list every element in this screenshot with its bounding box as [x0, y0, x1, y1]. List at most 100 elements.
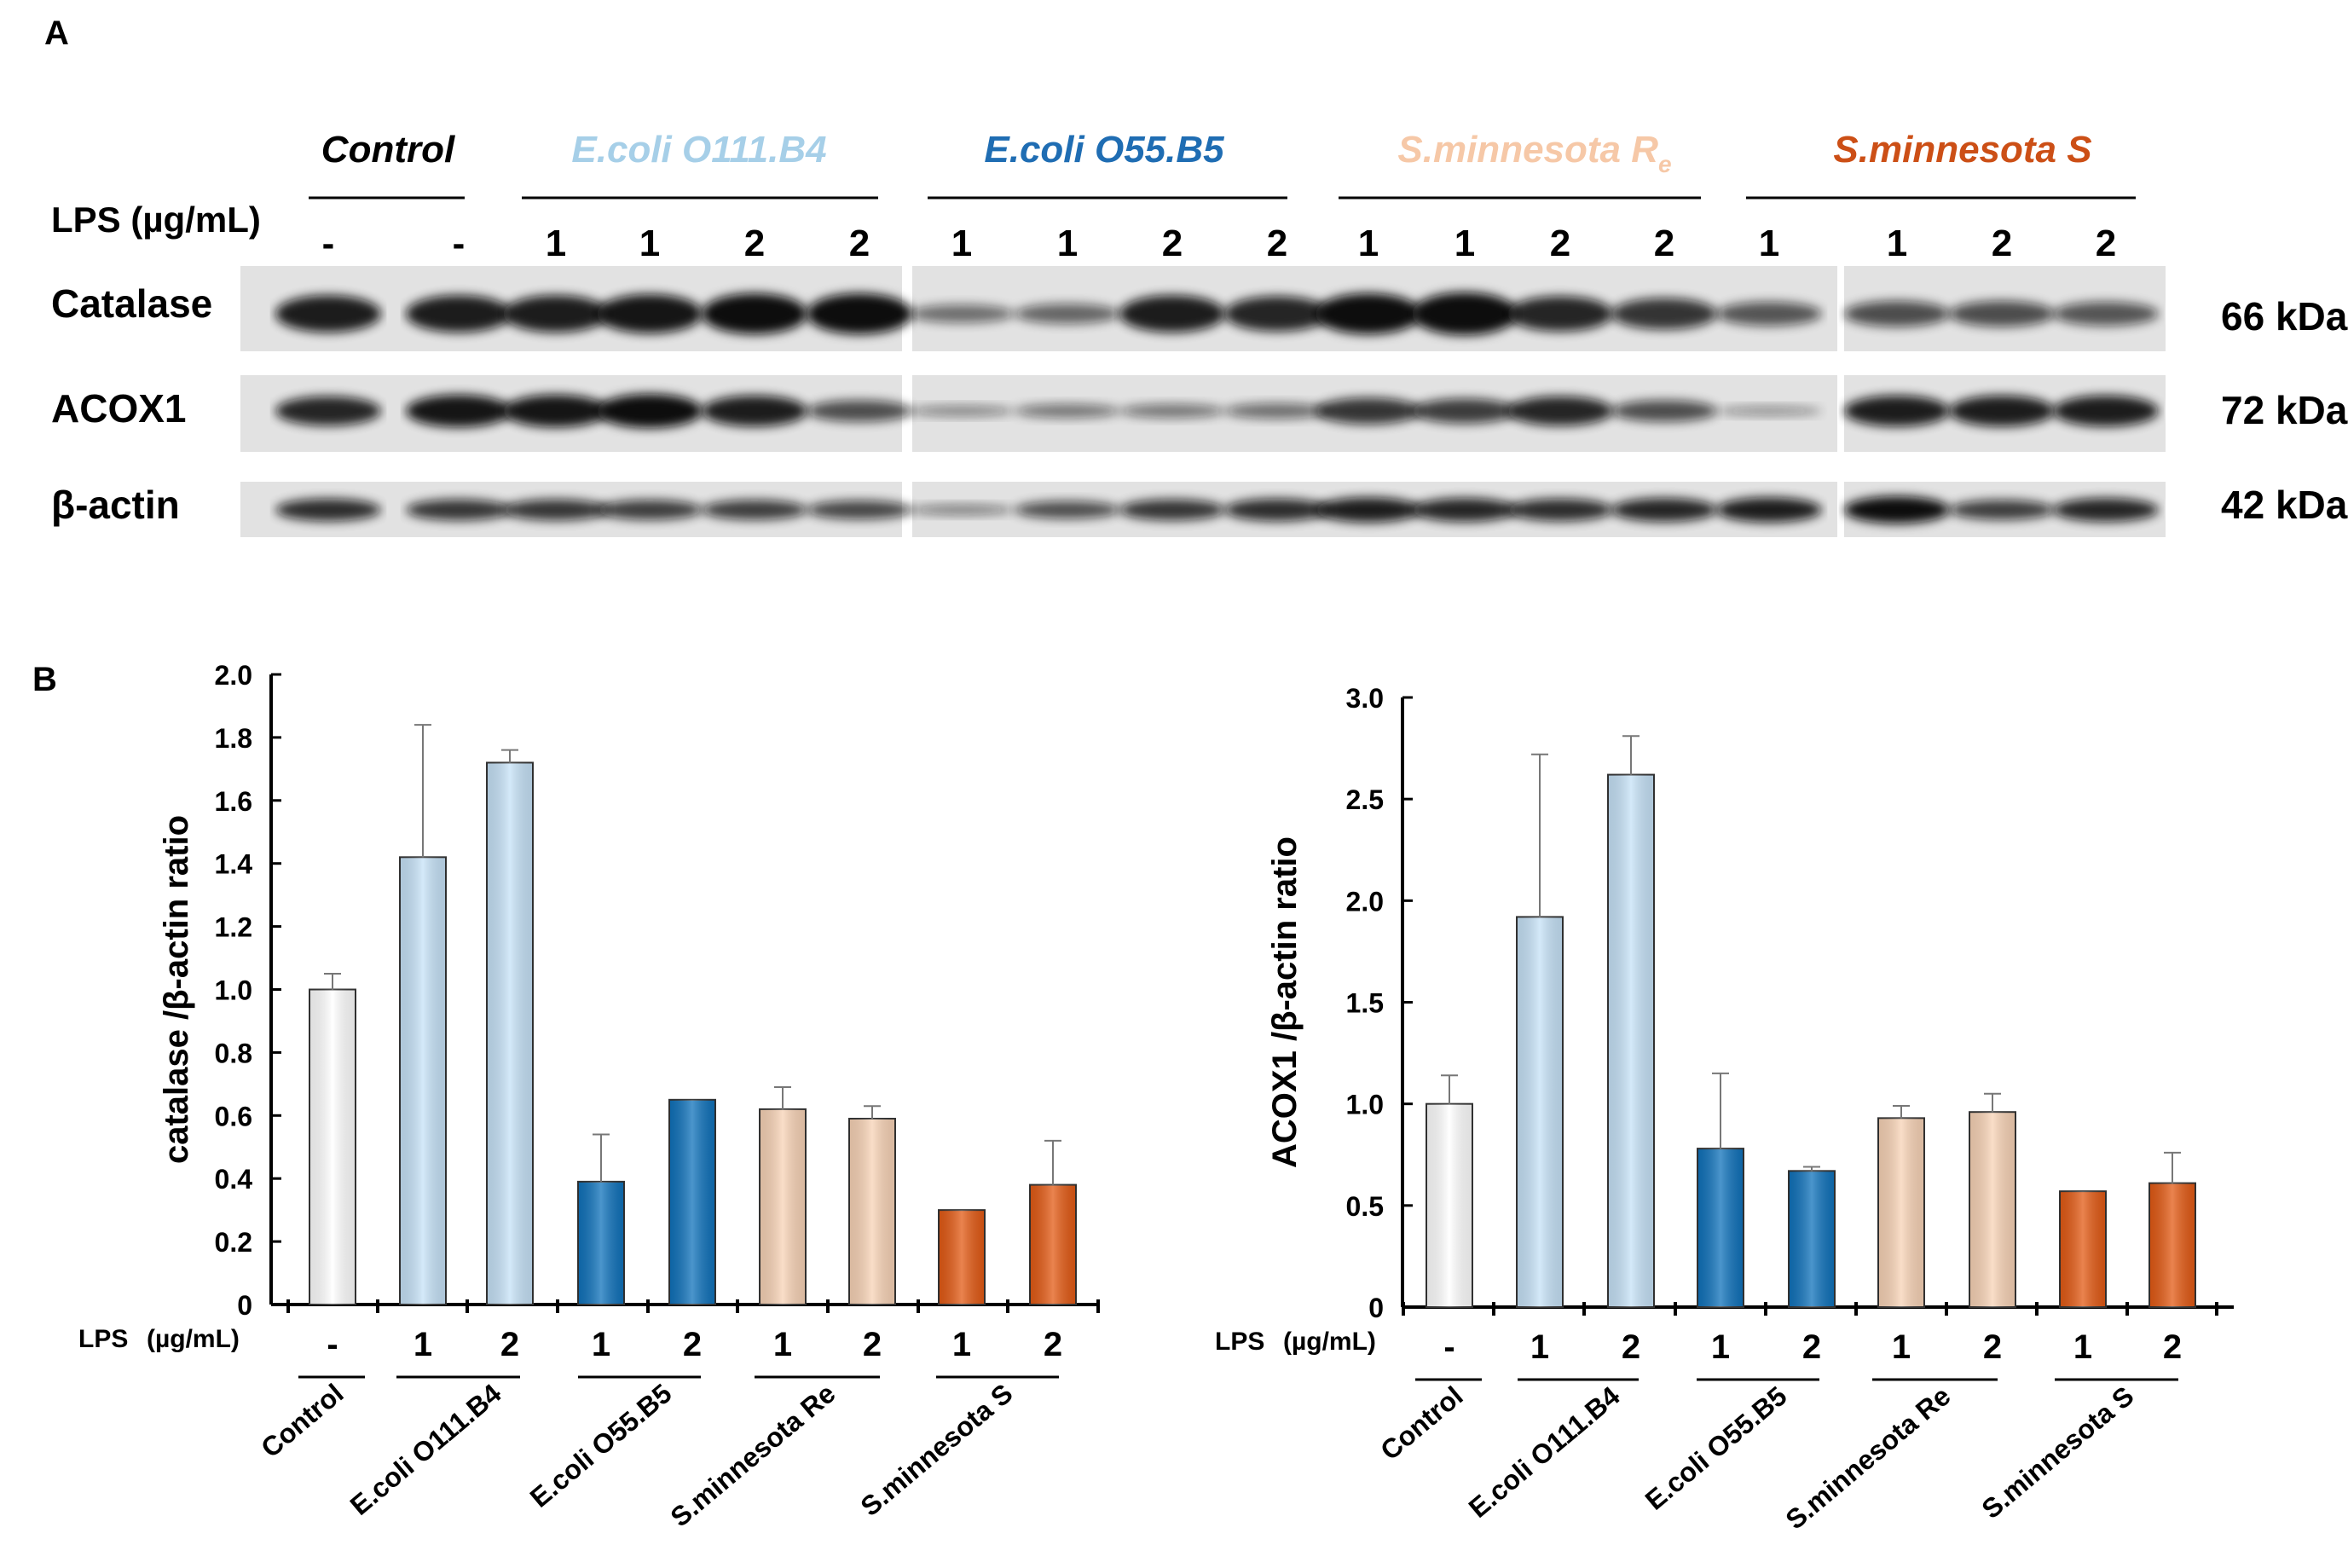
bar-group — [577, 1133, 625, 1306]
y-tick-label: 1.0 — [215, 975, 252, 1006]
x-dose-label: 1 — [773, 1326, 792, 1363]
blot-band — [1507, 296, 1613, 332]
panel-label-a: A — [44, 14, 69, 52]
y-axis-label: ACOX1 /β-actin ratio — [1266, 836, 1304, 1168]
blot-band — [2053, 301, 2159, 327]
y-tick-label: 3.0 — [1346, 683, 1384, 714]
blot-band — [1844, 496, 1950, 524]
bar-shading — [1969, 1112, 2015, 1307]
group-header-2: E.coli O111.B4 — [571, 129, 826, 171]
western-blot-panel: Control E.coli O111.B4 E.coli O55.B5 S.minn… — [51, 129, 2348, 537]
group-label: Control — [255, 1378, 349, 1464]
x-dose-label: 2 — [863, 1326, 882, 1363]
blot-band — [1716, 497, 1822, 523]
x-dose-label: 1 — [1892, 1328, 1911, 1366]
blot-band — [2053, 498, 2159, 522]
group-header-5: S.minnesota S — [1833, 129, 2091, 171]
x-lps-label: LPS — [1215, 1328, 1264, 1356]
bar-group — [1877, 1105, 1925, 1308]
bar-shading — [849, 1118, 895, 1305]
bar-shading — [309, 989, 356, 1305]
y-tick-label: 1.0 — [1346, 1090, 1384, 1120]
blot-band — [1015, 403, 1120, 419]
group-label: E.coli O55.B5 — [524, 1378, 678, 1513]
blot-band — [909, 405, 1015, 417]
lane-dose-label: 2 — [1550, 223, 1570, 264]
bar-group — [848, 1105, 896, 1305]
blot-band — [1224, 498, 1330, 522]
x-lps-label: LPS — [78, 1325, 128, 1353]
panel-label-b: B — [32, 661, 57, 698]
x-dose-label: 1 — [1530, 1328, 1549, 1366]
lane-dose-label: 1 — [1454, 223, 1475, 264]
protein-label: β-actin — [51, 483, 180, 527]
bar-group — [399, 724, 447, 1305]
group-header-1: Control — [321, 129, 455, 171]
blot-band — [702, 395, 807, 427]
group-label: E.coli O111.B4 — [1463, 1380, 1626, 1524]
group-label: E.coli O111.B4 — [344, 1378, 507, 1521]
x-dose-label: - — [1443, 1328, 1454, 1366]
blot-band — [1015, 304, 1120, 324]
blot-band — [1844, 300, 1950, 327]
x-dose-label: 1 — [952, 1326, 971, 1363]
bar-shading — [400, 857, 446, 1305]
group-header-4: S.minnesota Re — [1397, 129, 1671, 177]
y-tick-label: 1.8 — [215, 723, 252, 754]
y-tick-label: 0.2 — [215, 1227, 252, 1258]
group-label: S.minnesota Re — [664, 1378, 841, 1533]
molecular-weight-label: 42 kDa — [2221, 483, 2348, 527]
y-tick-label: 2.5 — [1346, 784, 1384, 815]
blot-band — [1611, 400, 1717, 422]
blot-band — [503, 295, 609, 333]
acox1-ratio-chart: 0 0.5 1.0 1.5 2.0 2.5 3.0 ACOX1 /β-actin ratio -… — [1215, 683, 2234, 1536]
x-dose-label: 2 — [1983, 1328, 2002, 1366]
x-dose-label: 1 — [1711, 1328, 1730, 1366]
group-label: S.minnesota S — [854, 1378, 1018, 1522]
blot-band — [702, 500, 807, 520]
lane-dose-label: 1 — [639, 223, 660, 264]
blot-band — [1224, 296, 1330, 332]
bar-shading — [1697, 1149, 1744, 1307]
blot-band — [406, 499, 512, 521]
x-dose-label: 2 — [1622, 1328, 1640, 1366]
bar-group — [1516, 753, 1564, 1309]
blot-band — [1412, 398, 1518, 424]
group-label: E.coli O55.B5 — [1640, 1380, 1793, 1516]
bar-shading — [760, 1108, 806, 1305]
blot-band — [1412, 292, 1518, 336]
group-label: S.minnesota S — [1975, 1380, 2139, 1525]
blot-band — [1949, 500, 2055, 520]
blot-band — [1412, 498, 1518, 522]
bar-shading — [939, 1210, 985, 1305]
blot-band — [1119, 499, 1225, 521]
blot-band — [275, 295, 381, 333]
y-tick-label: 2.0 — [1346, 886, 1384, 917]
blot-band — [1507, 498, 1613, 522]
blot-band — [1119, 295, 1225, 333]
lane-dose-label: 1 — [951, 223, 972, 264]
blot-band — [1611, 298, 1717, 330]
lane-dose-label: 1 — [546, 223, 566, 264]
lane-dose-label: 2 — [1162, 223, 1183, 264]
bar-shading — [1030, 1184, 1076, 1305]
blot-band — [807, 400, 912, 422]
blot-band — [1316, 293, 1421, 334]
bar-shading — [1878, 1118, 1924, 1307]
protein-label: ACOX1 — [51, 386, 186, 431]
x-dose-label: 1 — [414, 1326, 432, 1363]
bar-group — [486, 749, 534, 1305]
y-tick-label: 0.8 — [215, 1038, 252, 1068]
group-label: Control — [1374, 1380, 1468, 1467]
lane-dose-label: 1 — [1057, 223, 1078, 264]
blot-band — [503, 394, 609, 428]
y-tick-label: 1.6 — [215, 786, 252, 817]
blot-band — [406, 295, 512, 333]
x-unit-label: (µg/mL) — [1283, 1328, 1376, 1356]
lane-dose-label: 1 — [1887, 223, 1907, 264]
x-dose-label: 2 — [1802, 1328, 1821, 1366]
lane-dose-label: 2 — [1654, 223, 1674, 264]
molecular-weight-label: 66 kDa — [2221, 294, 2348, 338]
bar-shading — [1608, 774, 1654, 1307]
bar-group — [938, 1209, 986, 1306]
